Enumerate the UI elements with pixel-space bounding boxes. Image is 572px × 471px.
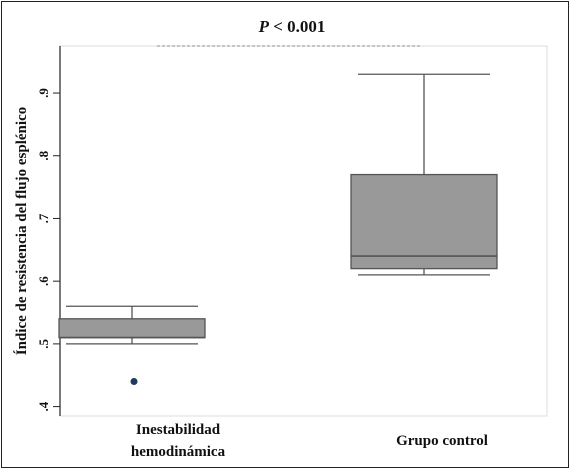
x-category-label-1-0: Grupo control <box>396 433 488 449</box>
x-labels: Inestabilidad hemodinámica Grupo control <box>131 422 488 460</box>
box-group-1 <box>350 73 498 276</box>
p-value-text: < 0.001 <box>269 17 325 36</box>
x-category-label-0-0: Inestabilidad <box>136 422 221 438</box>
box-iqr-0 <box>58 318 206 339</box>
y-tick-label-0: .4 <box>36 401 51 411</box>
y-axis-label: Índice de resistencia del flujo esplénic… <box>13 107 30 355</box>
y-tick-label-1: .5 <box>36 339 51 349</box>
y-ticks: .4 .5 .6 .7 .8 .9 <box>36 88 60 411</box>
box-iqr-1 <box>350 173 498 270</box>
y-tick-label-3: .7 <box>36 213 51 223</box>
y-tick-label-2: .6 <box>36 276 51 286</box>
p-value-annotation: P < 0.001 <box>258 17 326 36</box>
p-value-symbol: P <box>258 17 270 36</box>
y-tick-label-5: .9 <box>36 88 51 98</box>
boxes <box>58 73 498 386</box>
x-category-label-0-1: hemodinámica <box>131 444 226 460</box>
outlier-point-0-0 <box>130 378 138 386</box>
box-group-0 <box>58 305 206 386</box>
y-tick-label-4: .8 <box>36 150 51 160</box>
